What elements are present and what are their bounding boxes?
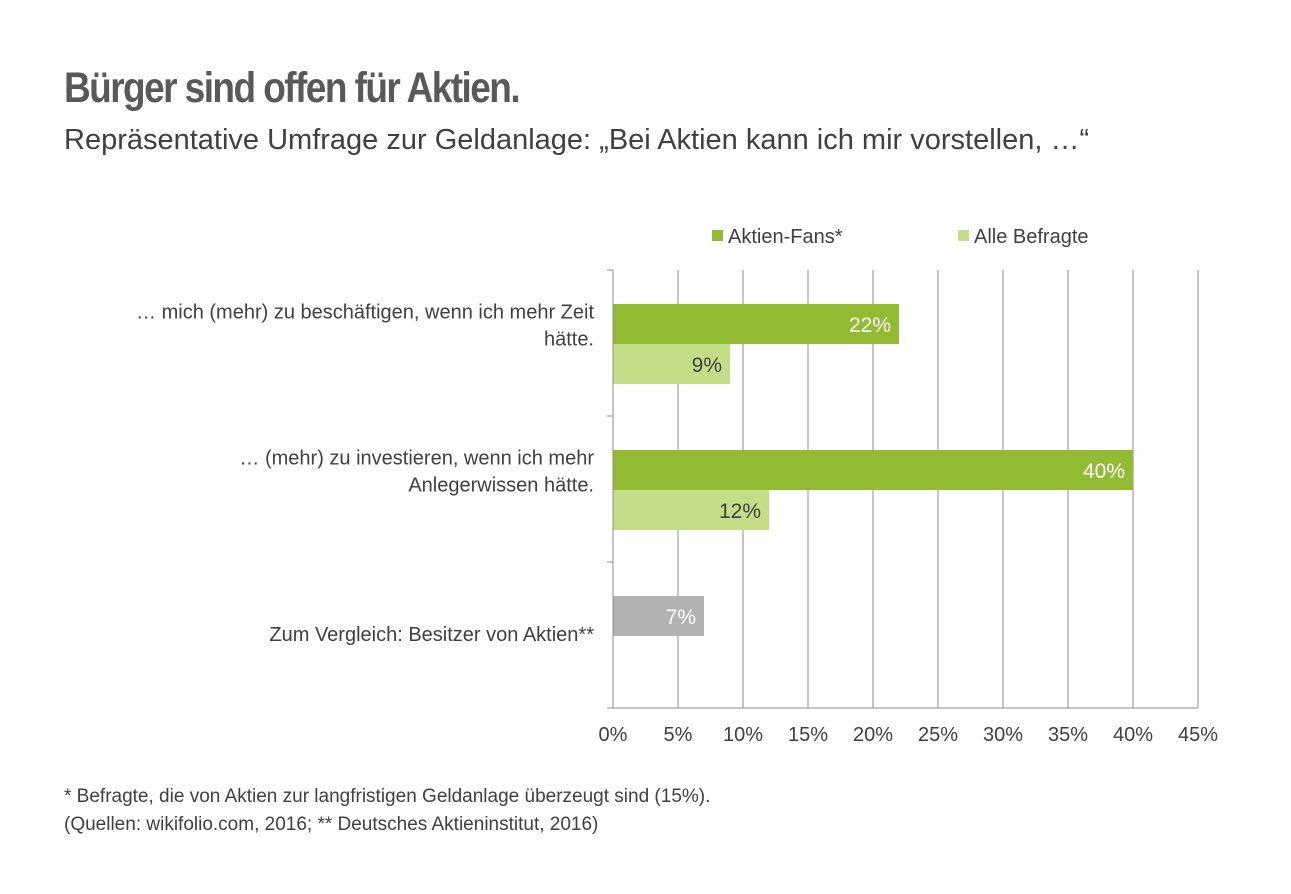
legend-swatch	[712, 230, 723, 241]
footnote-sources: (Quellen: wikifolio.com, 2016; ** Deutsc…	[64, 814, 599, 835]
data-label: 40%	[1083, 460, 1125, 483]
bar-chart: 22% 40% 9% 12% 7% 0% 5% 10% 15% 20% 25% 30% 35% 40% 45…	[136, 226, 1218, 746]
category-label: hätte.	[544, 329, 594, 351]
bar-aktien-fans	[613, 304, 899, 344]
x-tick-label: 35%	[1048, 724, 1088, 746]
category-label: Zum Vergleich: Besitzer von Aktien**	[269, 624, 594, 646]
legend-label: Aktien-Fans*	[728, 226, 843, 248]
bar-comparison	[613, 596, 704, 636]
x-tick-label: 30%	[983, 724, 1023, 746]
x-tick-label: 25%	[918, 724, 958, 746]
bar-alle-befragte	[613, 344, 730, 384]
x-tick-label: 20%	[853, 724, 893, 746]
bar-alle-befragte	[613, 490, 769, 530]
footnote-definition: * Befragte, die von Aktien zur langfrist…	[64, 786, 711, 807]
bar-aktien-fans	[613, 450, 1133, 490]
category-label: … (mehr) zu investieren, wenn ich mehr	[239, 448, 594, 470]
chart-subtitle: Repräsentative Umfrage zur Geldanlage: „…	[64, 124, 1090, 156]
x-tick-label: 45%	[1178, 724, 1218, 746]
x-tick-label: 0%	[599, 724, 628, 746]
data-label: 12%	[719, 500, 761, 523]
data-label: 9%	[692, 354, 722, 377]
x-tick-label: 10%	[723, 724, 763, 746]
x-tick-label: 15%	[788, 724, 828, 746]
legend-swatch	[958, 230, 969, 241]
data-label: 22%	[849, 314, 891, 337]
x-tick-label: 40%	[1113, 724, 1153, 746]
category-label: … mich (mehr) zu beschäftigen, wenn ich …	[136, 302, 594, 324]
data-label: 7%	[666, 606, 696, 629]
x-tick-label: 5%	[664, 724, 693, 746]
legend-label: Alle Befragte	[974, 226, 1089, 248]
category-label: Anlegerwissen hätte.	[408, 475, 594, 497]
chart-title: Bürger sind offen für Aktien.	[64, 64, 521, 112]
